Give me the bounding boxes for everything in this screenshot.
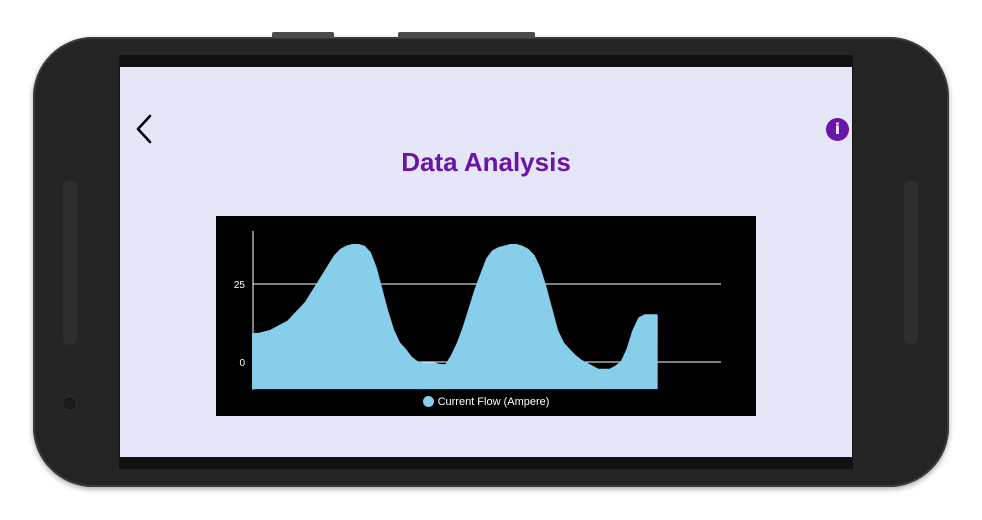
data-point [621,361,623,363]
info-icon: i [834,120,841,138]
data-point [258,333,260,335]
data-point [351,244,353,246]
data-point [585,363,587,365]
data-point [275,327,277,329]
data-point [474,289,476,291]
speaker-grille-right [904,180,918,345]
data-point [428,363,430,365]
data-point [550,308,552,310]
data-point [311,292,313,294]
data-point [492,250,494,252]
data-point [357,244,359,246]
speaker-grille-left [63,180,77,345]
data-point [334,255,336,257]
chevron-left-icon [136,114,152,144]
y-tick-label: 0 [239,358,245,369]
data-point [445,364,447,366]
data-point [287,320,289,322]
data-point [387,311,389,313]
page-title: Data Analysis [401,147,571,177]
data-point [340,249,342,251]
data-point [392,330,394,332]
y-tick-label: 25 [234,280,246,291]
legend-label: Current Flow (Ampere) [437,396,550,408]
data-point [299,308,301,310]
data-point [322,274,324,276]
data-point [375,267,377,269]
info-button[interactable]: i [826,118,849,141]
data-point [469,308,471,310]
area-chart: 0 25 Current Flow (Ampere) [216,216,756,416]
data-point [381,289,383,291]
data-point [515,244,517,246]
data-point [597,369,599,371]
data-point [568,349,570,351]
data-point [656,314,658,316]
data-point [609,369,611,371]
data-point [603,369,605,371]
data-point [562,342,564,344]
data-point [509,244,511,246]
chart-legend[interactable]: Current Flow (Ampere) [216,396,756,408]
front-camera [62,396,77,411]
data-point [486,258,488,260]
data-point [328,264,330,266]
data-point [626,349,628,351]
data-point [527,249,529,251]
data-point [398,342,400,344]
data-point [615,366,617,368]
app-screen: i Data Analysis 0 25 Current Flow (Ampere… [120,67,852,457]
data-point [545,286,547,288]
data-point [650,314,652,316]
data-point [644,314,646,316]
data-point [316,283,318,285]
data-point [574,355,576,357]
data-point [533,255,535,257]
data-point [346,246,348,248]
chart-plot: 0 25 [234,231,721,390]
data-point [433,363,435,365]
data-point [480,274,482,276]
power-button [398,32,535,38]
data-point [281,324,283,326]
data-point [410,356,412,358]
back-button[interactable] [132,113,158,145]
legend-swatch [422,396,434,407]
data-point [632,330,634,332]
data-point [638,317,640,319]
series-area [252,244,658,390]
data-point [416,361,418,363]
data-point [539,267,541,269]
data-point [451,355,453,357]
volume-button [272,32,334,38]
data-point [363,246,365,248]
data-point [504,246,506,248]
data-point [580,359,582,361]
data-point [293,314,295,316]
data-point [270,330,272,332]
data-point [369,252,371,254]
data-point [521,246,523,248]
data-point [591,366,593,368]
data-point [498,247,500,249]
data-point [404,349,406,351]
data-point [556,330,558,332]
data-point [439,364,441,366]
data-point [305,302,307,304]
data-point [252,333,254,335]
data-point [457,342,459,344]
data-point [422,363,424,365]
data-point [463,327,465,329]
data-point [264,331,266,333]
